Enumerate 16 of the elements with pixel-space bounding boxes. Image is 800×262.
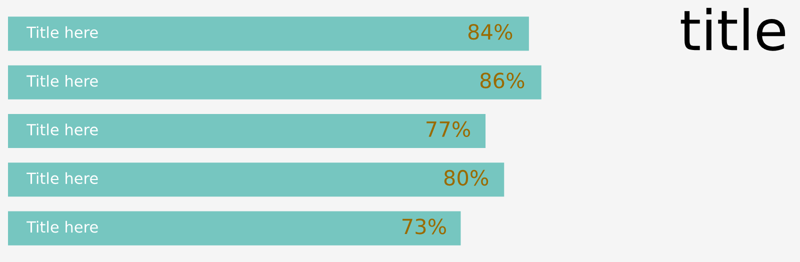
bar <box>8 16 529 51</box>
bar <box>8 114 486 148</box>
text: title <box>680 8 786 51</box>
data-label: 77% <box>426 121 470 138</box>
bar <box>8 211 461 246</box>
bar <box>8 162 504 197</box>
bar <box>8 65 542 100</box>
data-label: 80% <box>444 170 488 186</box>
y-tick-label: Title here <box>26 172 98 184</box>
data-label: 73% <box>402 218 446 234</box>
y-tick-label: Title here <box>26 26 98 38</box>
y-tick-label: Title here <box>26 124 98 136</box>
y-tick-label: Title here <box>26 220 98 233</box>
data-label: 84% <box>468 24 512 40</box>
data-label: 86% <box>480 72 524 88</box>
y-tick-label: Title here <box>26 74 98 87</box>
